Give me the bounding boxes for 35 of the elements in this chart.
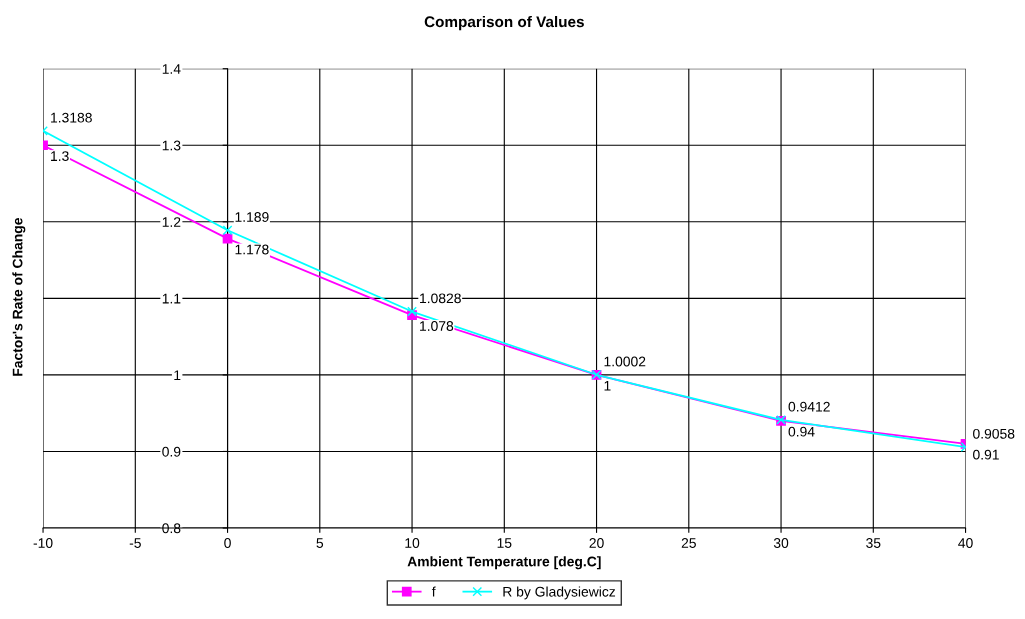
data-label: 0.9058 <box>973 428 1015 439</box>
x-tick-label: 20 <box>589 538 604 548</box>
y-tick-label: 0.9 <box>162 446 181 457</box>
y-tick-label: 1.4 <box>162 64 181 74</box>
data-label: 1.0828 <box>420 293 461 304</box>
legend-label: R by Gladysiewicz <box>503 586 616 600</box>
x-axis-title: Ambient Temperature [deg.C] <box>407 556 601 570</box>
legend-label: f <box>431 586 436 597</box>
x-tick-label: 15 <box>497 538 512 548</box>
y-tick-label: 1.3 <box>162 140 181 151</box>
data-label: 1.078 <box>420 321 454 331</box>
x-tick-label: 30 <box>773 538 789 548</box>
data-label: 1.3188 <box>51 112 92 123</box>
chart-title: Comparison of Values <box>424 15 584 31</box>
x-tick-label: -5 <box>129 538 141 548</box>
y-axis-title: Factor's Rate of Change <box>12 217 26 376</box>
x-tick-label: 25 <box>681 538 696 548</box>
data-label: 1.178 <box>235 244 269 255</box>
x-tick-label: 40 <box>958 538 973 548</box>
data-label: 1.189 <box>235 212 269 222</box>
data-label: 0.9412 <box>788 401 830 412</box>
x-tick-label: 35 <box>866 538 881 548</box>
data-label: 1.0002 <box>604 356 646 367</box>
x-tick-label: 5 <box>316 538 324 548</box>
y-tick-label: 1.2 <box>162 217 181 227</box>
x-tick-label: 10 <box>405 538 420 548</box>
x-tick-label: -10 <box>33 538 53 548</box>
y-tick-label: 1 <box>174 370 181 380</box>
x-tick-label: 0 <box>224 538 231 548</box>
data-label: 0.94 <box>788 426 815 437</box>
data-label: 1 <box>604 380 611 391</box>
data-label: 0.91 <box>973 449 999 460</box>
y-tick-label: 1.1 <box>162 293 181 304</box>
y-tick-label: 0.8 <box>162 523 181 534</box>
data-label: 1.3 <box>51 151 69 162</box>
